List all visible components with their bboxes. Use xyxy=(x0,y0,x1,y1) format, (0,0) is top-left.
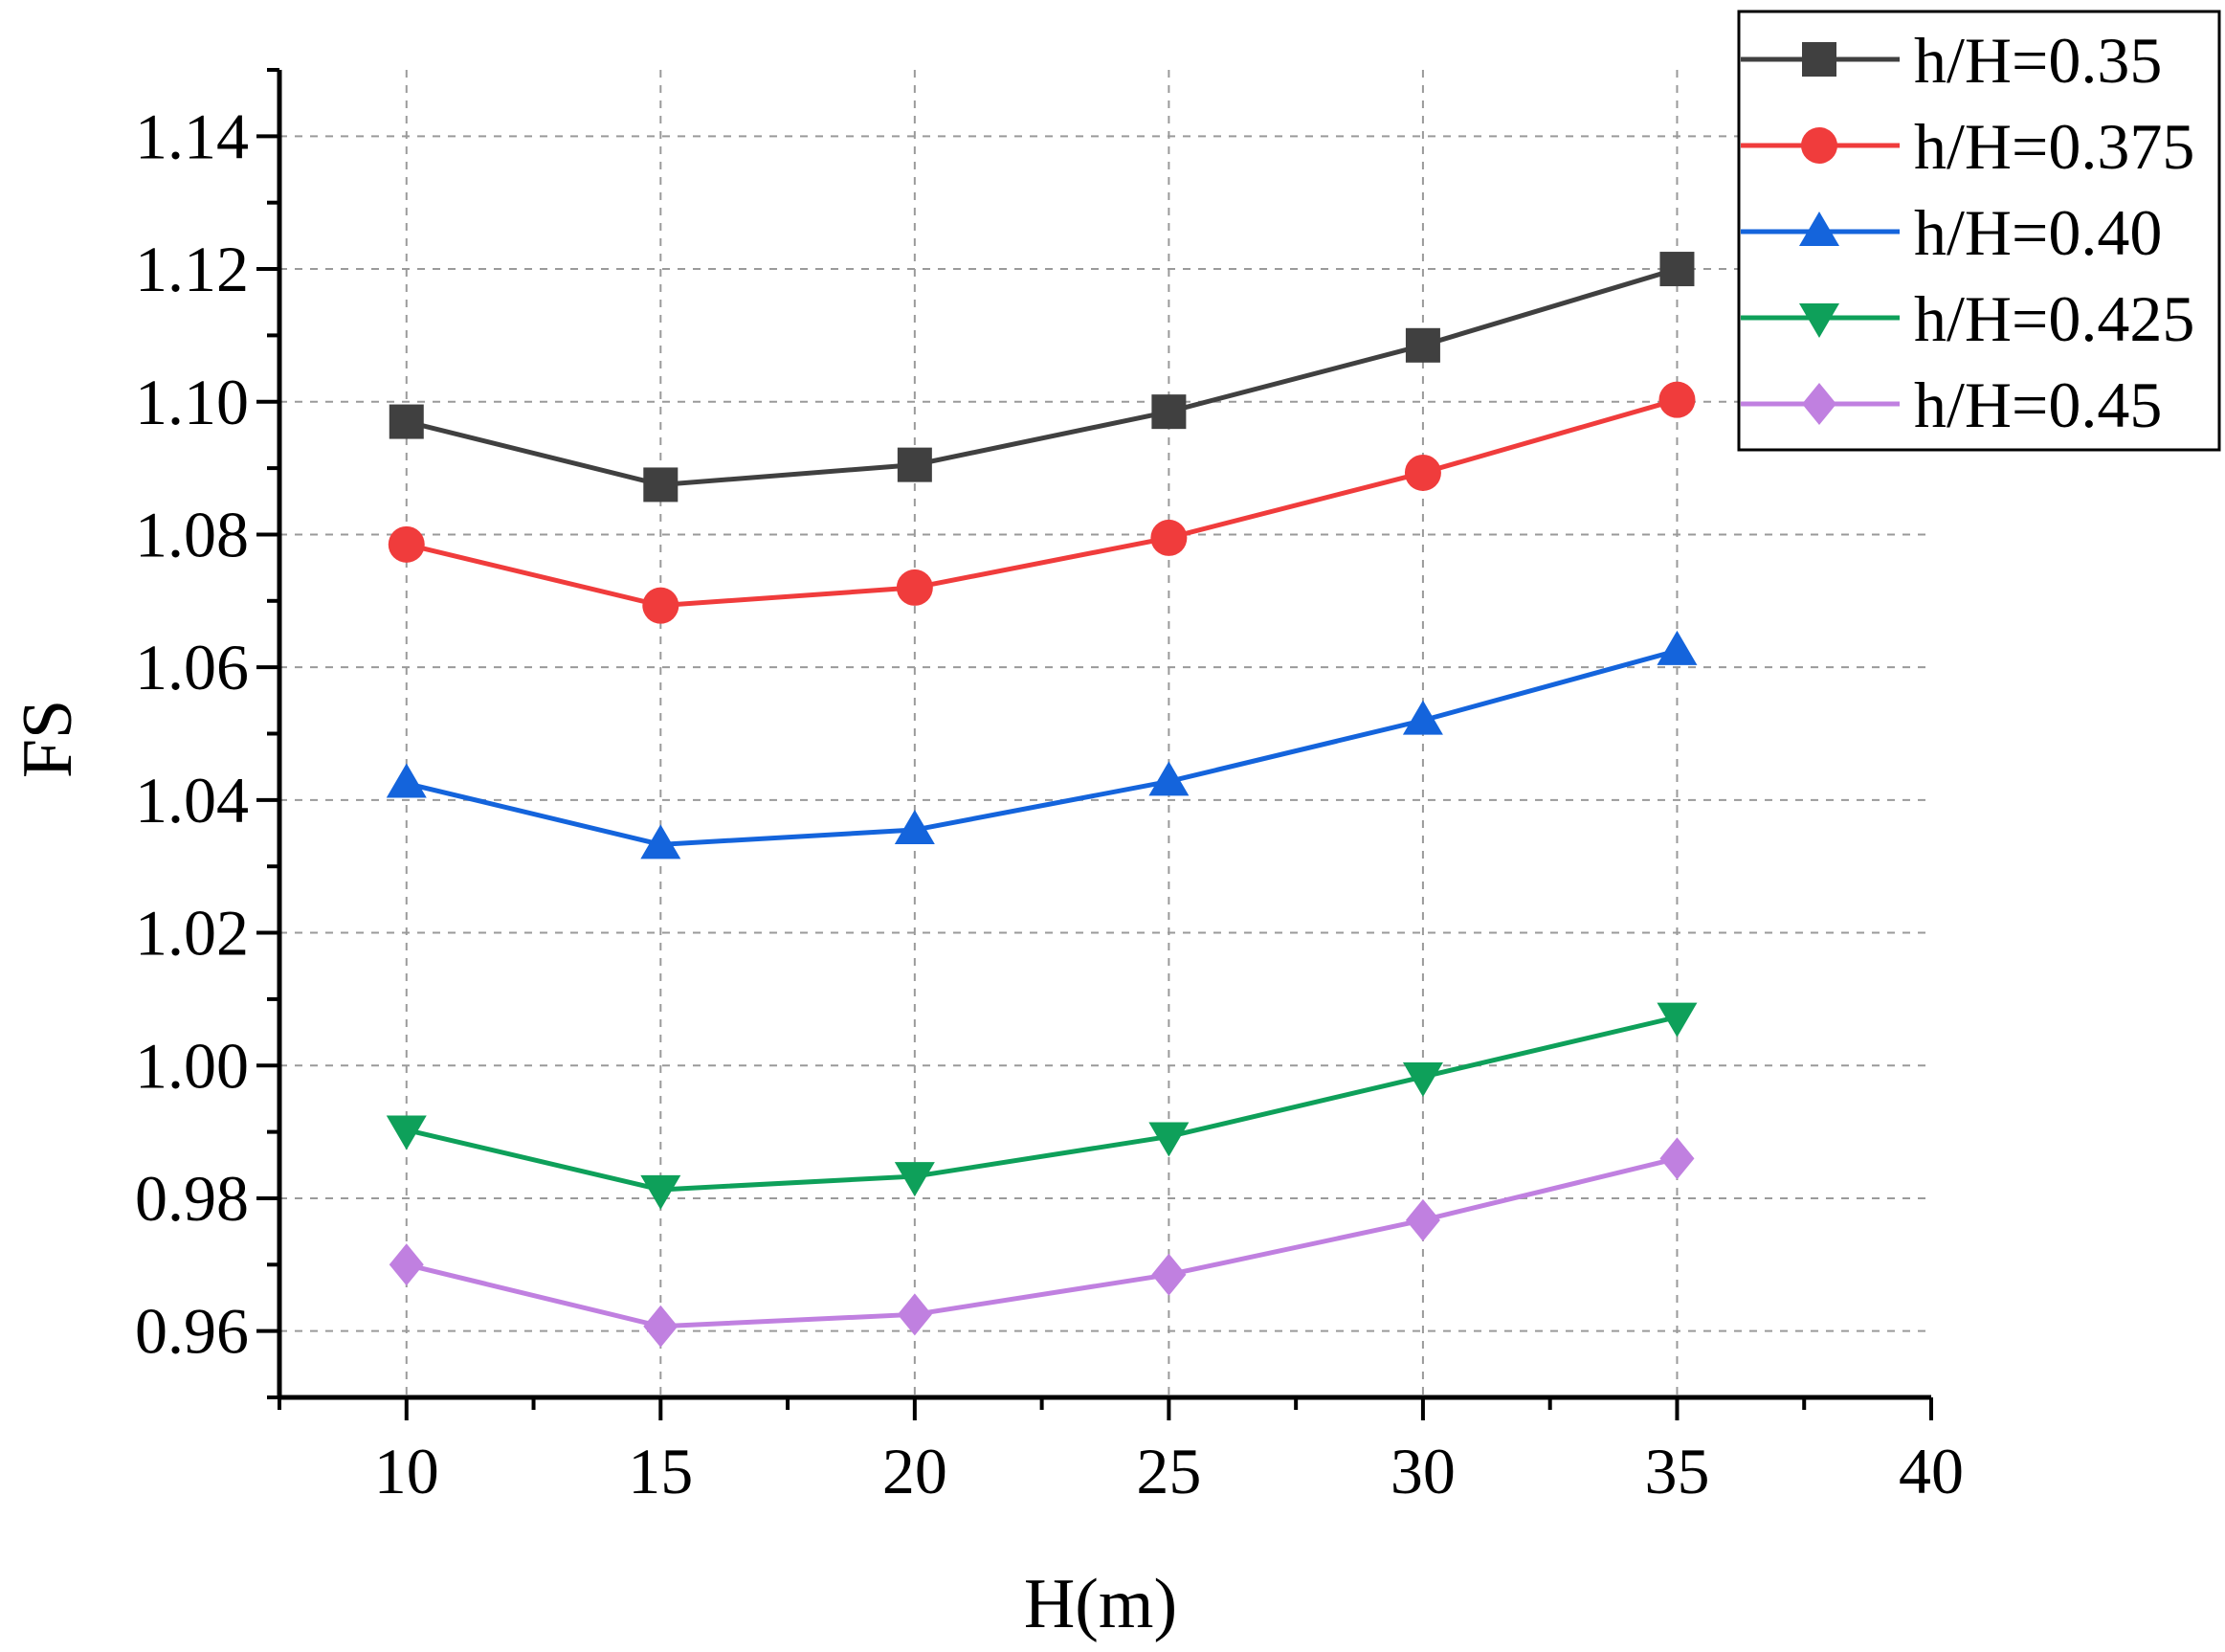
y-tick-label: 0.98 xyxy=(135,1162,249,1235)
legend-marker xyxy=(1801,127,1837,164)
data-point-marker xyxy=(1151,1253,1187,1296)
legend-label: h/H=0.45 xyxy=(1914,368,2162,441)
data-point-marker xyxy=(1148,1122,1190,1157)
series-1 xyxy=(389,252,1695,502)
y-tick-label: 1.00 xyxy=(135,1029,249,1102)
legend-item: h/H=0.425 xyxy=(1741,282,2194,355)
legend-marker xyxy=(1799,212,1839,246)
data-point-marker xyxy=(1405,1198,1440,1241)
data-point-marker xyxy=(640,1174,681,1210)
data-point-marker xyxy=(1148,761,1190,796)
series-line xyxy=(406,397,1679,609)
axis-ticks: 10 15 20 25 30 35 40 0.96 0.98 1.00 1.02 1.04 1.06 1.… xyxy=(135,68,1964,1507)
x-tick-label: 15 xyxy=(628,1435,693,1507)
data-point-marker xyxy=(1657,1002,1698,1038)
data-point-marker xyxy=(1402,1062,1443,1098)
x-tick-label: 25 xyxy=(1136,1435,1201,1507)
x-axis-title: H(m) xyxy=(1024,1565,1177,1643)
x-tick-label: 40 xyxy=(1899,1435,1964,1507)
series-line xyxy=(406,1015,1679,1193)
x-tick-label: 30 xyxy=(1391,1435,1456,1507)
series-4 xyxy=(386,1002,1698,1210)
y-tick-label: 0.96 xyxy=(135,1295,249,1368)
x-tick-label: 10 xyxy=(374,1435,439,1507)
data-point-marker xyxy=(388,525,425,563)
series-3 xyxy=(386,630,1698,859)
legend-label: h/H=0.375 xyxy=(1914,110,2194,183)
y-tick-label: 1.04 xyxy=(135,764,249,837)
y-tick-label: 1.06 xyxy=(135,631,249,703)
legend-marker xyxy=(1802,383,1836,425)
y-tick-label: 1.02 xyxy=(135,897,249,970)
y-tick-label: 1.14 xyxy=(135,100,249,172)
data-point-marker xyxy=(894,1162,935,1197)
data-point-marker xyxy=(1150,519,1188,556)
series-line xyxy=(406,266,1679,487)
data-point-marker xyxy=(643,467,679,502)
data-point-marker xyxy=(1659,1137,1695,1180)
data-point-marker xyxy=(1405,327,1440,363)
data-point-marker xyxy=(897,1293,932,1336)
data-point-marker xyxy=(640,824,681,859)
data-point-marker xyxy=(894,810,935,845)
data-point-marker xyxy=(386,1115,427,1150)
series-line xyxy=(406,1155,1679,1329)
data-point-marker xyxy=(1404,454,1441,491)
x-tick-label: 35 xyxy=(1644,1435,1709,1507)
legend-label: h/H=0.40 xyxy=(1914,196,2162,269)
legend-label: h/H=0.35 xyxy=(1914,24,2162,97)
legend-item: h/H=0.40 xyxy=(1741,196,2162,269)
data-point-marker xyxy=(1402,700,1443,735)
data-point-marker xyxy=(389,404,424,439)
x-tick-label: 20 xyxy=(882,1435,947,1507)
legend-item: h/H=0.45 xyxy=(1741,368,2162,441)
series-line xyxy=(406,648,1679,847)
y-tick-label: 1.12 xyxy=(135,233,249,305)
data-point-marker xyxy=(643,1305,679,1348)
legend-label: h/H=0.425 xyxy=(1914,282,2194,355)
data-point-marker xyxy=(389,1243,424,1286)
data-series xyxy=(386,252,1698,1348)
data-point-marker xyxy=(1151,394,1187,430)
data-point-marker xyxy=(896,569,933,606)
data-point-marker xyxy=(642,587,679,624)
data-point-marker xyxy=(1658,381,1696,418)
data-point-marker xyxy=(1659,252,1695,287)
legend-item: h/H=0.35 xyxy=(1741,24,2162,97)
y-tick-label: 1.08 xyxy=(135,498,249,570)
legend-marker xyxy=(1802,42,1836,77)
series-2 xyxy=(388,381,1696,624)
y-tick-label: 1.10 xyxy=(135,366,249,438)
series-5 xyxy=(389,1137,1695,1348)
legend: h/H=0.35 h/H=0.375 h/H=0.40 h/H=0.425 h/H=0.… xyxy=(1737,10,2221,452)
legend-marker xyxy=(1799,303,1839,338)
data-point-marker xyxy=(1657,630,1698,665)
legend-item: h/H=0.375 xyxy=(1741,110,2194,183)
data-point-marker xyxy=(386,763,427,798)
data-point-marker xyxy=(897,447,932,482)
y-axis-title: FS xyxy=(9,700,87,778)
